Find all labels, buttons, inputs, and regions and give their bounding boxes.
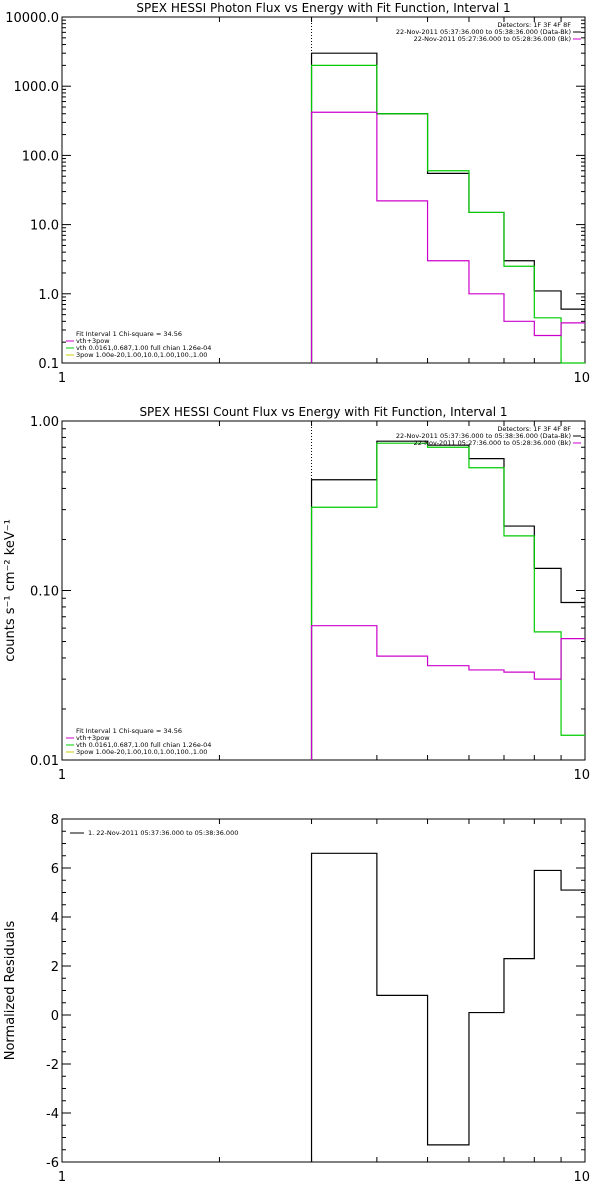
series-line-1	[310, 852, 585, 1162]
y-tick-label: -2	[46, 1058, 59, 1073]
legend-text: 22-Nov-2011 05:27:36.000 to 05:28:36.000…	[414, 439, 571, 447]
legend-text: vth+3pow	[76, 734, 110, 742]
y-axis-label: counts s⁻¹ cm⁻² keV⁻¹	[3, 519, 18, 662]
legend-text: 22-Nov-2011 05:27:36.000 to 05:28:36.000…	[414, 35, 571, 43]
y-tick-label: 6	[51, 862, 59, 877]
legend-text: Detectors: 1F 3F 4F 8F	[497, 425, 571, 433]
y-tick-label: 8	[51, 813, 59, 828]
series-line-1	[310, 440, 585, 760]
y-tick-label: 1.0	[38, 288, 59, 303]
chart-panel-1: SPEX HESSI Photon Flux vs Energy with Fi…	[5, 1, 590, 386]
plot-frame	[61, 420, 586, 761]
y-tick-label: 1000.0	[14, 80, 60, 95]
chart-panel-2: SPEX HESSI Count Flux vs Energy with Fit…	[3, 405, 590, 783]
legend-text: 3pow 1.00e-20,1.00,10.0,1.00,100.,1.00	[76, 748, 207, 756]
chart-title: SPEX HESSI Count Flux vs Energy with Fit…	[139, 405, 507, 419]
y-tick-label: 10000.0	[5, 11, 59, 26]
y-tick-label: 4	[51, 911, 59, 926]
x-tick-label: 10	[573, 371, 590, 386]
series-line-2	[310, 442, 585, 760]
legend-text: Fit Interval 1 Chi-square = 34.56	[76, 330, 182, 338]
y-tick-label: 0.10	[30, 585, 59, 600]
legend-text: vth 0.0161,0.687,1.00 full chian 1.26e-0…	[76, 344, 211, 352]
chart-panel-3: Normalized Residuals -6 -4 -2 0 2 4 6 8 1 10 1. 22-…	[3, 813, 590, 1185]
y-tick-label: 0	[51, 1009, 59, 1024]
y-tick-label: 100.0	[22, 149, 59, 164]
legend-text: vth 0.0161,0.687,1.00 full chian 1.26e-0…	[76, 741, 211, 749]
legend-text: 22-Nov-2011 05:37:36.000 to 05:38:36.000…	[396, 432, 571, 440]
y-tick-label: 10.0	[30, 219, 59, 234]
x-tick-label: 10	[573, 1170, 590, 1185]
legend-text: Detectors: 1F 3F 4F 8F	[497, 21, 571, 29]
plot-frame	[61, 16, 586, 364]
series-line-3	[310, 625, 585, 760]
series-line-1	[310, 52, 585, 363]
x-tick-label: 1	[58, 1170, 66, 1185]
y-axis-label: Normalized Residuals	[3, 921, 18, 1061]
x-tick-label: 1	[58, 371, 66, 386]
y-tick-label: 2	[51, 960, 59, 975]
series-line-3	[310, 111, 585, 363]
chart-title: SPEX HESSI Photon Flux vs Energy with Fi…	[136, 1, 510, 15]
y-tick-label: 1.00	[30, 415, 59, 430]
legend-text: 22-Nov-2011 05:37:36.000 to 05:38:36.000…	[396, 28, 571, 36]
legend-text: 1. 22-Nov-2011 05:37:36.000 to 05:38:36.…	[88, 829, 238, 837]
x-tick-label: 10	[573, 768, 590, 783]
y-tick-label: -6	[46, 1156, 59, 1171]
plot-frame	[61, 818, 586, 1163]
legend-text: vth+3pow	[76, 337, 110, 345]
x-tick-label: 1	[58, 768, 66, 783]
legend-text: Fit Interval 1 Chi-square = 34.56	[76, 727, 182, 735]
y-tick-label: 0.01	[30, 754, 59, 769]
legend-text: 3pow 1.00e-20,1.00,10.0,1.00,100.,1.00	[76, 351, 207, 359]
y-tick-label: 0.1	[38, 357, 59, 372]
y-tick-label: -4	[46, 1107, 59, 1122]
series-line-2	[310, 64, 585, 364]
